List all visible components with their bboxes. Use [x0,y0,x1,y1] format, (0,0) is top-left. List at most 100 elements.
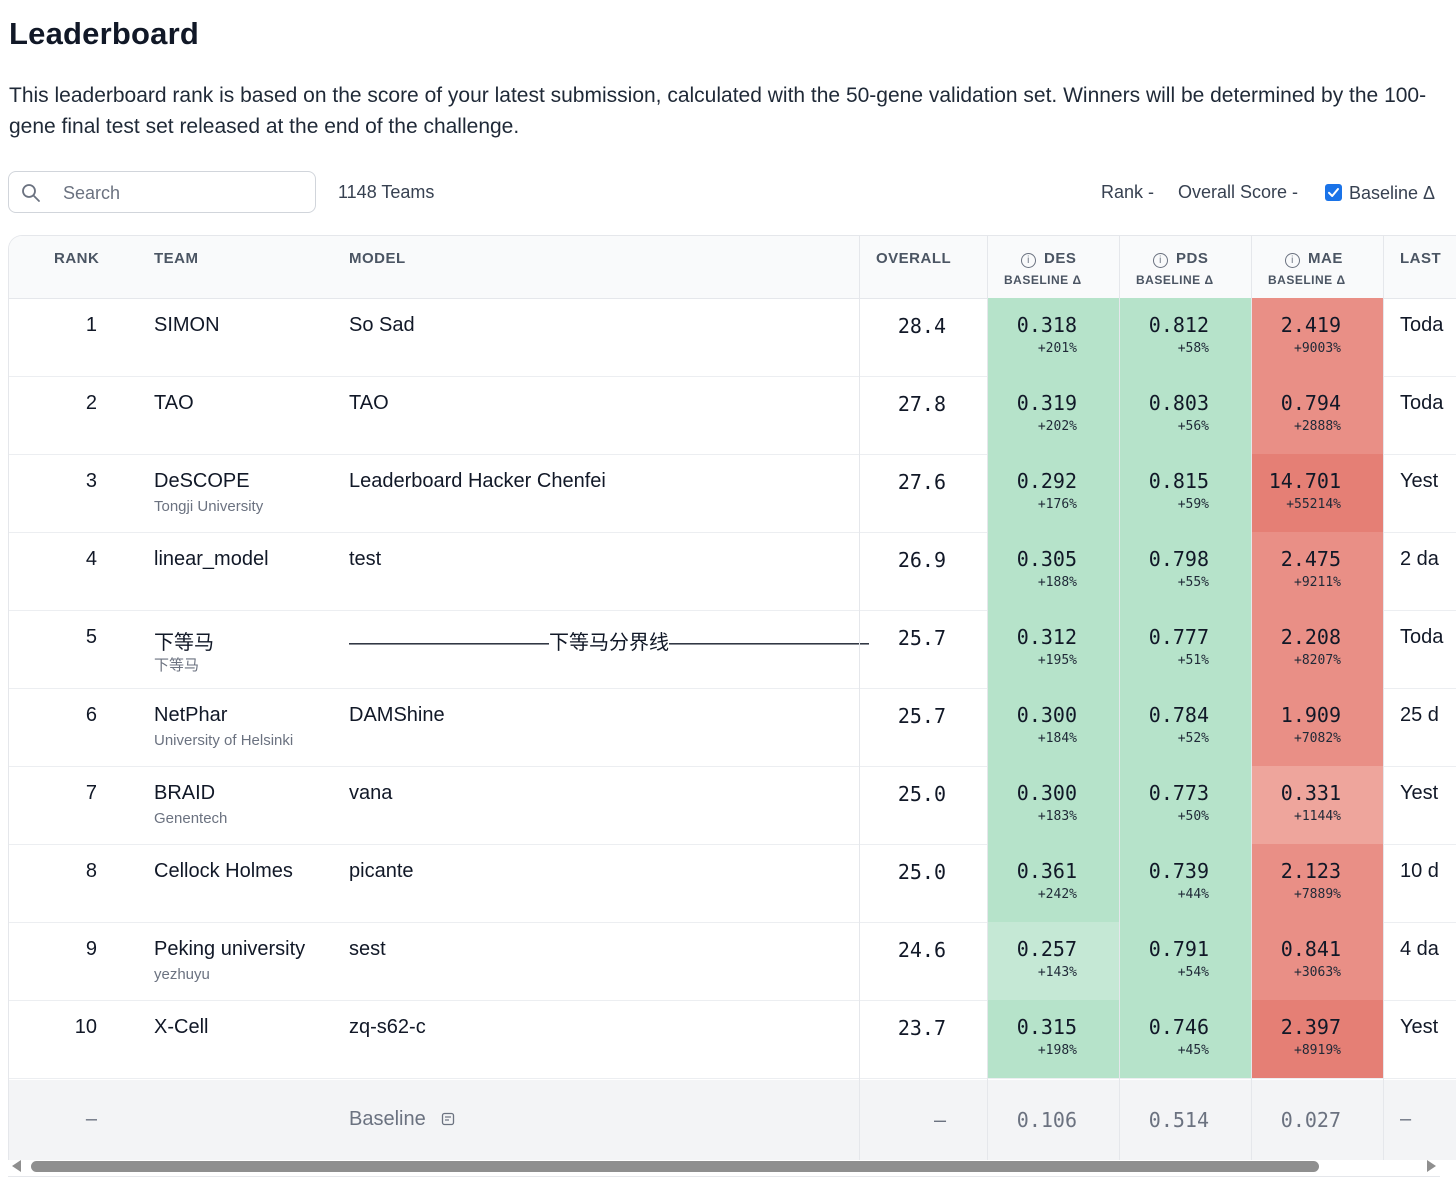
team-name[interactable]: Peking university [154,938,306,960]
des-cell: 0.315 +198% [987,1000,1119,1078]
col-header-mae[interactable]: i MAE [1285,250,1343,268]
pds-cell: 0.803 +56% [1119,376,1251,454]
team-name[interactable]: X-Cell [154,1016,209,1038]
baseline-des: 0.106 [1016,1108,1077,1132]
sort-rank-button[interactable]: Rank - [1101,182,1155,202]
des-baseline-delta: +195% [1037,653,1077,668]
pds-value: 0.815 [1148,469,1209,493]
table-row[interactable]: 8 Cellock Holmes picante 25.0 0.361 +242% 0.73… [9,844,1456,923]
info-icon[interactable]: i [1021,253,1036,268]
overall-score: 24.6 [897,938,946,962]
team-name[interactable]: NetPhar [154,704,228,726]
overall-score: 25.7 [897,704,946,728]
baseline-delta-toggle[interactable]: Baseline Δ [1325,182,1435,204]
last-submission: 2 da [1400,548,1439,570]
des-baseline-delta: +188% [1037,575,1077,590]
col-header-overall[interactable]: OVERALL [876,250,952,267]
table-row[interactable]: 3 DeSCOPE Tongji University Leaderboard Hac… [9,454,1456,533]
table-row[interactable]: 4 linear_model test 26.9 0.305 +188% 0.798 +55%… [9,532,1456,611]
baseline-checkbox[interactable] [1325,184,1342,201]
column-divider [1251,236,1252,1160]
mae-value: 2.397 [1280,1015,1341,1039]
team-name[interactable]: Cellock Holmes [154,860,293,882]
mae-cell: 2.123 +7889% [1251,844,1383,922]
col-header-des-label: DES [1044,250,1077,267]
col-header-pds-label: PDS [1176,250,1209,267]
table-row[interactable]: 5 下等马 下等马 ——————————下等马分界线—————————— 25.7 0.3… [9,610,1456,689]
team-name[interactable]: TAO [154,392,194,414]
last-submission: Toda [1400,314,1444,336]
info-icon[interactable]: i [1285,253,1300,268]
scroll-right-arrow-icon[interactable] [1427,1160,1436,1172]
col-header-pds[interactable]: i PDS [1153,250,1208,268]
des-cell: 0.292 +176% [987,454,1119,532]
col-subheader-pds: BASELINE Δ [1136,273,1214,287]
team-name[interactable]: 下等马 [154,632,214,654]
des-cell: 0.312 +195% [987,610,1119,688]
baseline-mae: 0.027 [1280,1108,1341,1132]
des-value: 0.312 [1016,625,1077,649]
baseline-model: Baseline [349,1108,455,1131]
team-name[interactable]: BRAID [154,782,216,804]
pds-baseline-delta: +45% [1177,1043,1209,1058]
pds-value: 0.812 [1148,313,1209,337]
search-box[interactable] [8,171,316,213]
table-row[interactable]: 10 X-Cell zq-s62-c 23.7 0.315 +198% 0.746 +45% 2… [9,1000,1456,1079]
search-icon [22,184,40,202]
pds-cell: 0.777 +51% [1119,610,1251,688]
last-submission: Yest [1400,470,1439,492]
mae-value: 14.701 [1268,469,1341,493]
team-name[interactable]: SIMON [154,314,220,336]
rank-cell: 8 [85,860,97,882]
overall-score: 26.9 [897,548,946,572]
des-value: 0.292 [1016,469,1077,493]
mae-baseline-delta: +2888% [1294,419,1341,434]
table-row[interactable]: 7 BRAID Genentech vana 25.0 0.300 +183% 0.773 +5… [9,766,1456,845]
baseline-overall: – [933,1108,946,1132]
scrollbar-thumb[interactable] [31,1161,1319,1172]
baseline-last: – [1400,1108,1412,1130]
team-name[interactable]: DeSCOPE [154,470,250,492]
des-value: 0.361 [1016,859,1077,883]
pds-cell: 0.791 +54% [1119,922,1251,1000]
mae-baseline-delta: +7889% [1294,887,1341,902]
des-baseline-delta: +176% [1037,497,1077,512]
table-row[interactable]: 2 TAO TAO 27.8 0.319 +202% 0.803 +56% 0.794 +2888… [9,376,1456,455]
mae-baseline-delta: +55214% [1286,497,1341,512]
team-affiliation: Genentech [154,810,228,827]
model-name: sest [349,938,386,960]
pds-baseline-delta: +56% [1177,419,1209,434]
table-row[interactable]: 1 SIMON So Sad 28.4 0.318 +201% 0.812 +58% 2.419… [9,298,1456,377]
pds-value: 0.777 [1148,625,1209,649]
col-header-des[interactable]: i DES [1021,250,1076,268]
info-icon[interactable]: i [1153,253,1168,268]
rank-cell: 4 [85,548,97,570]
col-header-rank[interactable]: RANK [54,250,100,267]
baseline-toggle-label: Baseline Δ [1349,183,1436,203]
last-submission: 25 d [1400,704,1439,726]
col-header-model[interactable]: MODEL [349,250,406,267]
col-header-mae-label: MAE [1308,250,1343,267]
table-row[interactable]: 9 Peking university yezhuyu sest 24.6 0.257 +1… [9,922,1456,1001]
note-icon[interactable] [441,1112,455,1126]
search-input[interactable] [61,180,305,206]
team-name[interactable]: linear_model [154,548,269,570]
overall-score: 27.6 [897,470,946,494]
mae-cell: 0.794 +2888% [1251,376,1383,454]
col-header-team[interactable]: TEAM [154,250,199,267]
mae-baseline-delta: +8207% [1294,653,1341,668]
sort-overall-score-button[interactable]: Overall Score - [1178,182,1299,202]
des-value: 0.300 [1016,703,1077,727]
table-header [9,236,1456,299]
overall-score: 23.7 [897,1016,946,1040]
des-baseline-delta: +198% [1037,1043,1077,1058]
col-header-last[interactable]: LAST [1400,250,1442,267]
column-divider [1119,236,1120,1160]
divider [8,1176,1440,1177]
team-affiliation: University of Helsinki [154,732,294,749]
mae-baseline-delta: +9211% [1294,575,1341,590]
scroll-left-arrow-icon[interactable] [12,1160,21,1172]
rank-cell: 9 [85,938,97,960]
pds-cell: 0.773 +50% [1119,766,1251,844]
table-row[interactable]: 6 NetPhar University of Helsinki DAMShine 25… [9,688,1456,767]
